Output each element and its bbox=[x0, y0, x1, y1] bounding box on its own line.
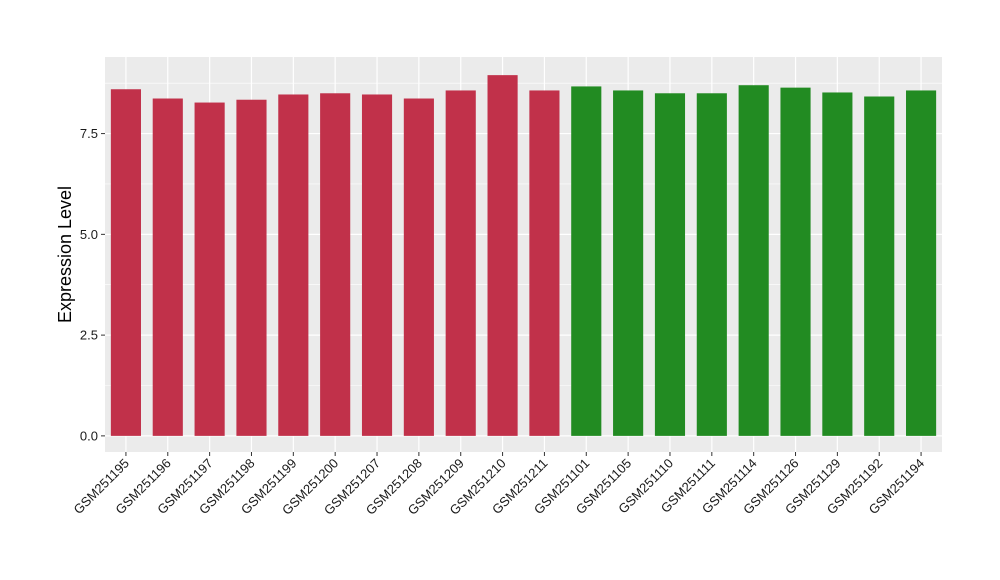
bar-gsm251195 bbox=[110, 89, 141, 436]
bar-gsm251208 bbox=[403, 98, 434, 436]
bars bbox=[110, 75, 937, 436]
bar-gsm251199 bbox=[278, 94, 309, 436]
bar-gsm251105 bbox=[613, 90, 644, 436]
bar-gsm251209 bbox=[445, 90, 476, 436]
bar-gsm251129 bbox=[822, 92, 853, 436]
y-tick-label: 5.0 bbox=[80, 227, 98, 242]
bar-gsm251198 bbox=[236, 99, 267, 436]
bar-gsm251110 bbox=[654, 93, 686, 436]
bar-gsm251196 bbox=[152, 98, 183, 436]
y-axis: 0.0 2.5 5.0 7.5 bbox=[80, 126, 105, 443]
y-tick-label: 2.5 bbox=[80, 328, 98, 343]
bar-gsm251192 bbox=[864, 96, 895, 436]
y-tick-label: 0.0 bbox=[80, 428, 98, 443]
bar-gsm251200 bbox=[320, 93, 351, 436]
bar-gsm251101 bbox=[571, 86, 602, 436]
bar-gsm251197 bbox=[194, 102, 225, 436]
y-tick-label: 7.5 bbox=[80, 126, 98, 141]
bar-gsm251114 bbox=[738, 85, 769, 436]
bar-gsm251211 bbox=[529, 90, 560, 436]
bar-gsm251126 bbox=[780, 87, 811, 436]
bar-gsm251194 bbox=[906, 90, 937, 436]
bar-gsm251210 bbox=[487, 75, 518, 436]
plot-panel bbox=[105, 57, 942, 452]
bar-gsm251207 bbox=[361, 94, 393, 436]
bar-gsm251111 bbox=[696, 93, 727, 436]
y-axis-title: Expression Level bbox=[55, 186, 75, 323]
x-axis: GSM251195GSM251196GSM251197GSM251198GSM2… bbox=[71, 452, 927, 518]
